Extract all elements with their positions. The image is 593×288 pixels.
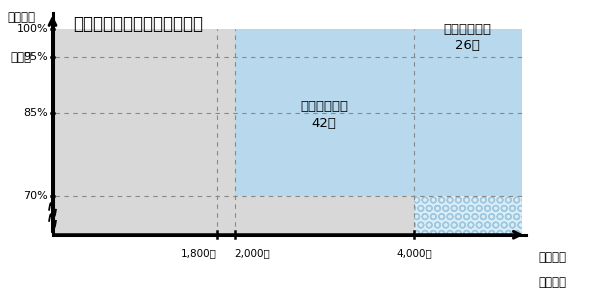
Text: 1,800回: 1,800回	[181, 249, 216, 259]
Bar	[414, 196, 522, 235]
Text: 100%: 100%	[17, 24, 48, 34]
Text: 4,000回: 4,000回	[396, 249, 432, 259]
Text: 調剤基本料２: 調剤基本料２	[444, 23, 492, 36]
Text: 2,000回: 2,000回	[235, 249, 270, 259]
Text: 85%: 85%	[23, 107, 48, 118]
Text: 受付回数: 受付回数	[538, 276, 566, 288]
Text: 70%: 70%	[23, 191, 48, 201]
Text: 95%: 95%	[23, 52, 48, 62]
Bar	[235, 57, 414, 196]
Text: 42点: 42点	[312, 117, 337, 130]
Text: 処方箋の: 処方箋の	[538, 251, 566, 264]
Text: 26点: 26点	[455, 39, 480, 52]
Text: 処方箋の: 処方箋の	[7, 11, 35, 24]
Text: （１）大型チェーン薬局以外: （１）大型チェーン薬局以外	[73, 15, 203, 33]
Bar	[414, 57, 522, 196]
Bar	[55, 29, 522, 235]
Bar	[235, 29, 522, 57]
Text: 調剤基本料１: 調剤基本料１	[300, 101, 348, 113]
Text: 集中率: 集中率	[11, 51, 31, 65]
